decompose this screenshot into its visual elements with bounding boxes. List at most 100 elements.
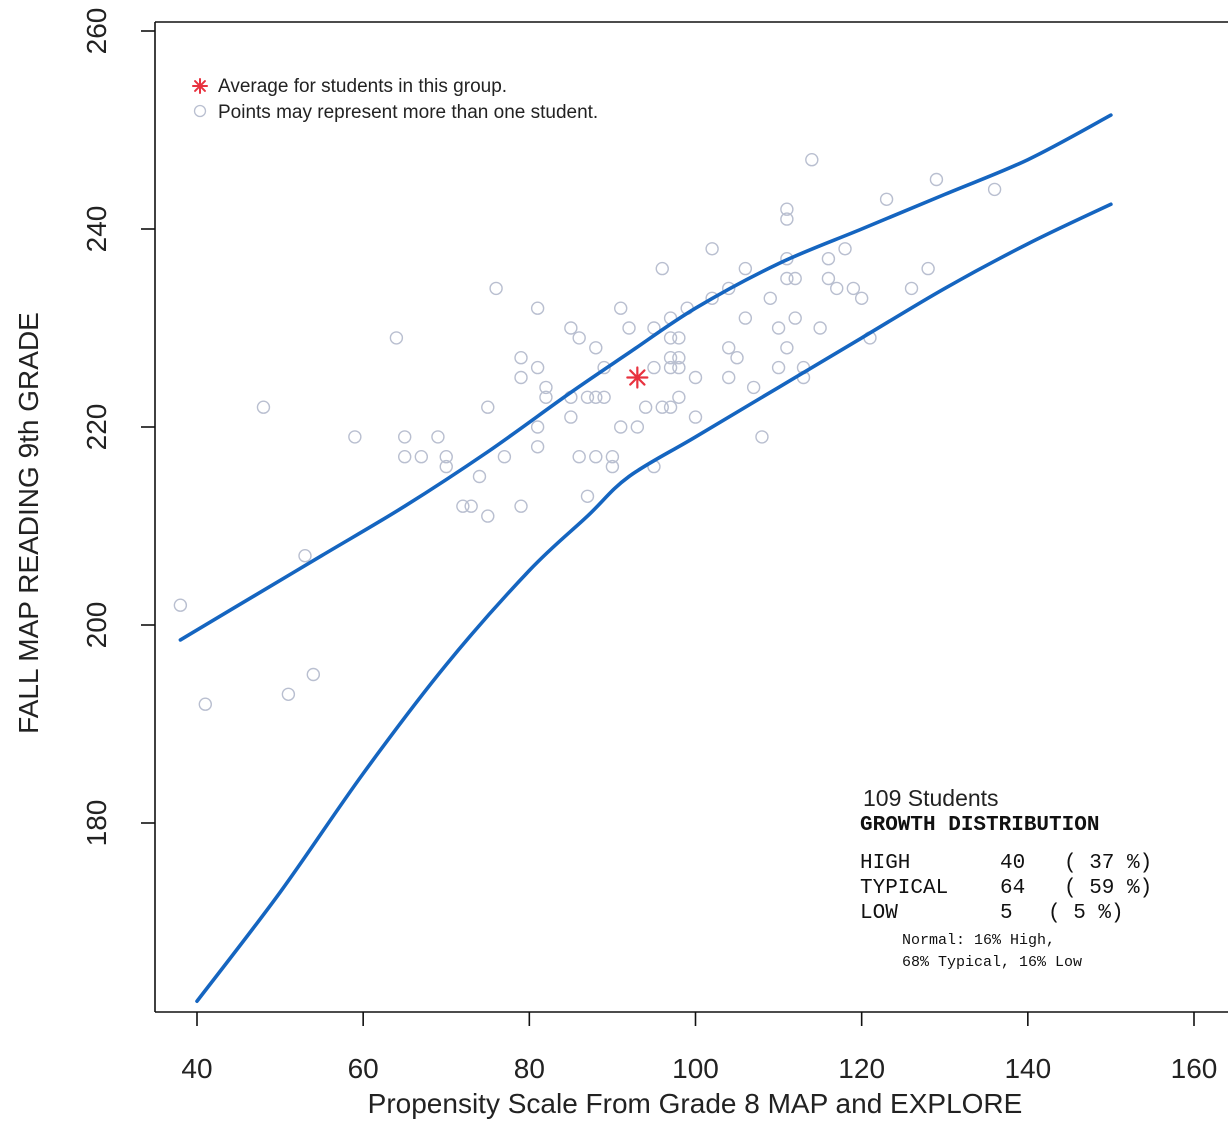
data-point	[431, 430, 445, 444]
data-point	[497, 450, 512, 464]
data-point	[580, 390, 595, 404]
growth-heading: GROWTH DISTRIBUTION	[860, 814, 1099, 837]
data-point	[514, 499, 528, 513]
data-point	[414, 450, 429, 464]
data-point	[614, 420, 628, 434]
data-point	[663, 331, 678, 345]
data-point	[672, 360, 686, 375]
expected-growth-band	[178, 113, 1113, 1003]
data-point	[256, 400, 271, 414]
data-point	[572, 450, 586, 464]
data-point	[788, 311, 802, 325]
data-point	[771, 321, 786, 335]
data-point	[722, 370, 736, 385]
y-axis-label: FALL MAP READING 9th GRADE	[13, 312, 44, 734]
growth-distribution-box: 109 Students GROWTH DISTRIBUTION HIGH 40…	[860, 785, 1152, 971]
data-point	[821, 271, 836, 286]
data-point	[788, 271, 802, 286]
data-point	[987, 182, 1002, 197]
x-axis-label: Propensity Scale From Grade 8 MAP and EX…	[368, 1088, 1023, 1119]
x-tick-label: 80	[514, 1053, 545, 1084]
legend-points-label: Points may represent more than one stude…	[218, 102, 598, 123]
data-point	[530, 360, 545, 375]
data-point	[830, 281, 844, 296]
data-point	[921, 261, 935, 276]
data-point	[398, 450, 412, 464]
data-point	[904, 281, 919, 296]
data-point	[298, 549, 312, 563]
y-axis-ticks: 180 200 220 240 260	[81, 8, 155, 847]
growth-row-pct: ( 37 %)	[1064, 852, 1152, 875]
upper-band-line	[178, 113, 1113, 642]
data-point	[638, 400, 653, 414]
data-point	[647, 360, 661, 375]
data-point	[481, 400, 495, 414]
average-point	[626, 366, 649, 389]
data-point	[755, 430, 769, 444]
data-point	[672, 351, 686, 365]
data-point	[879, 192, 894, 207]
data-point	[605, 450, 620, 464]
data-point	[630, 420, 645, 434]
data-point	[705, 291, 719, 305]
data-point	[929, 172, 944, 187]
axes	[154, 21, 1228, 1013]
data-point	[439, 450, 453, 464]
data-point	[730, 351, 744, 365]
data-point	[530, 301, 545, 315]
data-point	[763, 291, 777, 305]
data-point	[738, 311, 753, 325]
x-tick-label: 60	[348, 1053, 379, 1084]
x-axis-ticks: 40 60 80 100 120 140 160	[181, 1012, 1217, 1084]
lower-band-line	[195, 202, 1113, 1003]
data-point	[780, 202, 794, 216]
data-point	[688, 370, 703, 385]
data-point	[780, 212, 794, 226]
data-point	[589, 450, 603, 464]
growth-row-label: TYPICAL	[860, 877, 948, 900]
asterisk-icon	[192, 78, 208, 94]
legend-average-label: Average for students in this group.	[218, 76, 507, 97]
data-point	[738, 261, 753, 276]
data-point	[456, 499, 470, 513]
data-point	[838, 242, 852, 256]
growth-row-count: 40	[1000, 852, 1025, 875]
growth-row-label: LOW	[860, 902, 898, 925]
data-point	[173, 598, 188, 612]
data-point	[564, 321, 578, 335]
data-point	[672, 331, 686, 345]
data-point	[614, 301, 628, 315]
student-count: 109 Students	[863, 785, 999, 811]
data-point	[281, 687, 296, 701]
data-point	[746, 380, 761, 395]
data-point	[539, 390, 553, 404]
data-point	[846, 281, 861, 296]
data-point	[564, 410, 578, 424]
data-point	[472, 469, 487, 484]
data-point	[622, 321, 636, 335]
y-tick-label: 180	[81, 800, 112, 847]
data-point	[481, 509, 495, 523]
growth-row-pct: ( 59 %)	[1064, 877, 1152, 900]
growth-row-pct: ( 5 %)	[1048, 902, 1124, 925]
x-tick-label: 100	[672, 1053, 719, 1084]
data-point	[464, 499, 478, 513]
y-tick-label: 240	[81, 206, 112, 253]
growth-note: Normal: 16% High,	[902, 932, 1055, 949]
data-point	[780, 271, 794, 286]
data-point	[663, 400, 678, 414]
average-marker	[626, 366, 649, 389]
data-point	[655, 261, 669, 276]
data-point	[771, 360, 786, 375]
growth-note: 68% Typical, 16% Low	[902, 954, 1082, 971]
data-point	[655, 400, 669, 414]
data-point	[780, 341, 794, 355]
data-point	[389, 331, 404, 345]
data-point	[821, 252, 836, 266]
data-point	[688, 410, 703, 424]
data-point	[514, 351, 528, 365]
data-point	[722, 281, 736, 296]
data-point	[514, 370, 528, 385]
data-point	[663, 360, 678, 375]
